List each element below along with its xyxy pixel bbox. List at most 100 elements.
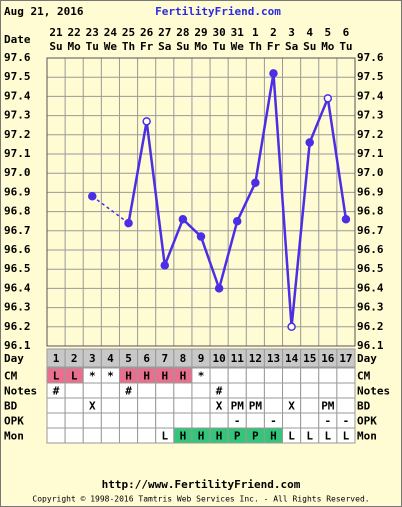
row-label-right: OPK — [357, 415, 377, 428]
y-tick-label: 96.7 — [4, 224, 31, 237]
data-point — [178, 215, 188, 224]
y-tick-label-right: 97.0 — [357, 166, 384, 179]
table-cell — [64, 412, 84, 429]
table-cell-text: 15 — [303, 352, 316, 365]
table-cell-text: 2 — [71, 352, 78, 365]
table-cell-text: X — [89, 400, 96, 413]
x-tick-label: 30 — [212, 26, 225, 39]
row-label: BD — [4, 400, 18, 413]
x-tick-label: 23 — [86, 26, 99, 39]
table-cell-text: L — [71, 370, 78, 383]
table-cell — [155, 397, 175, 414]
y-tick-label-right: 97.4 — [357, 89, 384, 102]
x-tick-label: 26 — [140, 26, 154, 39]
table-cell — [245, 367, 265, 384]
table-cell-text: 9 — [198, 352, 205, 365]
table-cell — [82, 382, 102, 399]
data-point — [287, 322, 296, 332]
y-tick-label: 97.1 — [4, 147, 31, 160]
table-cell-text: # — [125, 385, 132, 398]
table-cell-text: H — [161, 370, 168, 383]
x-tick-label: 24 — [104, 26, 118, 39]
data-point — [214, 284, 224, 293]
data-point — [323, 94, 333, 103]
table-cell — [173, 412, 193, 429]
data-point — [232, 216, 242, 226]
table-cell-text: L — [288, 430, 295, 443]
row-label-right: CM — [357, 370, 371, 383]
table-cell-text: H — [180, 430, 187, 443]
y-tick-label-right: 97.5 — [357, 70, 384, 83]
x-tick-label: 22 — [68, 26, 81, 39]
table-cell-text: 6 — [143, 352, 150, 365]
x-tick-label: 21 — [49, 26, 63, 39]
table-cell — [100, 412, 120, 429]
data-point — [124, 218, 133, 228]
y-tick-label: 96.8 — [4, 205, 31, 218]
y-tick-label-right: 97.6 — [357, 51, 384, 64]
table-cell — [336, 367, 356, 384]
footer-copyright: Copyright © 1998-2016 Tamtris Web Servic… — [32, 495, 369, 504]
x-tick-label: 1 — [252, 26, 259, 39]
table-cell — [227, 367, 247, 384]
table-cell — [191, 382, 211, 399]
chart-date: Aug 21, 2016 — [4, 5, 84, 18]
x-tick-label: 27 — [158, 26, 171, 39]
x-tick-label: 4 — [306, 26, 313, 39]
table-cell — [64, 427, 84, 444]
y-tick-label: 97.0 — [4, 166, 31, 179]
data-point — [305, 138, 314, 147]
table-cell — [118, 397, 139, 414]
table-cell — [300, 382, 320, 399]
weekday-label: Tu — [212, 40, 225, 53]
table-cell — [336, 397, 356, 414]
table-cell — [263, 367, 284, 384]
weekday-label: Mo — [321, 40, 335, 53]
table-cell — [336, 427, 356, 444]
table-cell — [209, 412, 229, 429]
table-cell-text: 17 — [339, 352, 352, 365]
table-cell — [191, 397, 211, 414]
table-cell — [318, 367, 338, 384]
table-cell-text: * — [107, 370, 114, 383]
table-cell — [318, 382, 338, 399]
table-cell — [82, 412, 102, 429]
x-tick-label: 2 — [270, 26, 277, 39]
table-cell-text: # — [216, 385, 223, 398]
table-cell — [173, 397, 193, 414]
table-cell-text: L — [53, 370, 60, 383]
table-cell — [46, 397, 66, 414]
data-point — [341, 215, 351, 224]
row-label: OPK — [4, 415, 24, 428]
x-tick-label: 3 — [288, 26, 295, 39]
table-cell-text: PM — [249, 400, 263, 413]
y-tick-label-right: 97.3 — [357, 109, 384, 122]
table-cell — [137, 397, 157, 414]
table-cell-text: # — [53, 385, 60, 398]
weekday-label: Sa — [285, 40, 298, 53]
data-point — [88, 191, 97, 201]
table-cell — [137, 382, 157, 399]
x-tick-label: 6 — [343, 26, 350, 39]
table-cell-text: L — [343, 430, 350, 443]
table-cell — [336, 382, 356, 399]
table-cell-text: - — [325, 415, 332, 428]
table-cell-text: 1 — [53, 352, 60, 365]
y-tick-label: 96.5 — [4, 262, 31, 275]
table-cell-text: * — [198, 370, 205, 383]
y-tick-label: 96.3 — [4, 301, 31, 314]
table-cell-text: X — [288, 400, 295, 413]
data-point — [142, 117, 151, 126]
y-tick-label-right: 96.3 — [357, 301, 384, 314]
table-cell — [118, 427, 139, 444]
table-cell — [245, 412, 265, 429]
table-cell-text: - — [270, 415, 277, 428]
y-tick-label-right: 96.1 — [357, 339, 384, 352]
x-axis-label: Date — [4, 33, 31, 46]
y-tick-label-right: 96.6 — [357, 243, 384, 256]
weekday-label: Su — [176, 40, 189, 53]
table-cell — [336, 348, 356, 368]
y-tick-label: 97.3 — [4, 109, 31, 122]
row-label: Mon — [4, 430, 24, 443]
